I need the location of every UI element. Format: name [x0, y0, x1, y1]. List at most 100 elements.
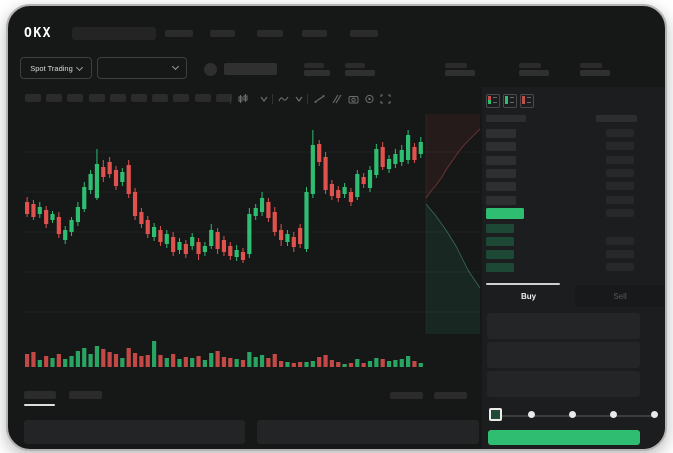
candle-body [266, 202, 271, 218]
last-price-highlight [486, 208, 524, 219]
timeframe-button-placeholder[interactable] [131, 94, 147, 102]
nav-item-placeholder[interactable] [210, 30, 235, 37]
volume-bar [272, 354, 277, 367]
candle-body [44, 210, 49, 224]
candle-body [183, 244, 188, 254]
candle-body [120, 172, 125, 182]
timeframe-button-placeholder[interactable] [152, 94, 169, 102]
bid-amount-placeholder [606, 250, 634, 258]
ticker-stat-value [580, 70, 610, 76]
timeframe-button-placeholder[interactable] [215, 94, 232, 102]
volume-bar [310, 361, 315, 367]
timeframe-button-placeholder[interactable] [25, 94, 41, 102]
depth-asks-area [426, 114, 480, 198]
slider-stop-dot[interactable] [569, 411, 576, 418]
volume-bar [120, 358, 125, 367]
ask-amount-placeholder [606, 129, 634, 137]
candle-body [25, 202, 30, 214]
volume-bar [202, 360, 207, 367]
volume-bar [215, 351, 220, 367]
volume-bar [221, 357, 227, 367]
bottom-action-placeholder[interactable] [390, 392, 423, 399]
volume-bar [348, 363, 354, 367]
candle-body [317, 144, 322, 162]
volume-bar [380, 359, 385, 367]
slider-stop-dot[interactable] [528, 411, 536, 418]
fullscreen-icon[interactable] [380, 94, 391, 104]
chevron-down-icon[interactable] [260, 94, 268, 104]
chevron-down-icon[interactable] [295, 94, 303, 104]
nav-item-placeholder[interactable] [350, 30, 378, 37]
buy-submit-button[interactable] [488, 430, 640, 445]
volume-bar [31, 352, 36, 367]
compare-icon[interactable] [331, 94, 342, 104]
orderbook-trade-panel: Buy Sell [482, 87, 665, 449]
market-type-dropdown[interactable]: Spot Trading [20, 57, 92, 79]
ticker-stat-label [304, 63, 324, 68]
timeframe-button-placeholder[interactable] [173, 94, 190, 102]
volume-bar [113, 354, 119, 367]
orderbook-view-bids-icon[interactable] [503, 94, 517, 108]
volume-bar [329, 360, 334, 367]
line-tool-icon[interactable] [314, 94, 325, 104]
nav-item-placeholder[interactable] [257, 30, 283, 37]
ticker-stat-value [345, 70, 375, 76]
orderbook-header-price [486, 115, 526, 122]
settings-icon[interactable] [364, 94, 375, 104]
timeframe-button-placeholder[interactable] [109, 94, 126, 102]
volume-bar [317, 357, 322, 367]
timeframe-button-placeholder[interactable] [194, 94, 211, 102]
tab-buy-label: Buy [520, 291, 537, 301]
volume-bar [323, 355, 328, 367]
timeframe-button-placeholder[interactable] [46, 94, 63, 102]
volume-bar [209, 353, 214, 367]
camera-icon[interactable] [348, 94, 359, 104]
total-input[interactable] [487, 371, 640, 397]
volume-bar [50, 358, 55, 367]
pair-selector-dropdown[interactable] [97, 57, 187, 79]
volume-bar [190, 358, 195, 367]
ask-price-placeholder [486, 195, 516, 205]
price-input[interactable] [487, 313, 640, 339]
slider-handle[interactable] [489, 408, 502, 421]
candle-body [31, 204, 36, 217]
timeframe-button-placeholder[interactable] [88, 94, 105, 102]
search-input[interactable] [72, 27, 156, 40]
ask-price-placeholder [486, 182, 516, 192]
slider-stop-dot[interactable] [609, 411, 617, 418]
candlestick-chart[interactable] [22, 112, 482, 374]
candle-body [50, 214, 55, 220]
tab-buy[interactable]: Buy [482, 285, 575, 307]
volume-bar [361, 363, 366, 367]
chevron-down-icon [75, 63, 83, 71]
orderbook-view-combined-icon[interactable] [486, 94, 500, 108]
volume-bar [44, 356, 49, 367]
volume-bar [171, 354, 176, 367]
volume-bar [164, 358, 169, 367]
candle-body [209, 230, 214, 246]
toolbar-divider [307, 94, 308, 104]
orderbook-scrollbar[interactable] [486, 283, 560, 285]
okx-logo: OKX [24, 26, 52, 41]
timeframe-button-placeholder[interactable] [67, 94, 84, 102]
volume-bar [367, 361, 373, 367]
candle-body [171, 237, 176, 252]
bottom-tab-placeholder[interactable] [69, 391, 102, 399]
bottom-action-placeholder[interactable] [434, 392, 467, 399]
chart-type-icon[interactable] [238, 94, 249, 104]
ticker-stat-label [519, 63, 541, 68]
trade-tabs: Buy Sell [482, 285, 665, 307]
amount-input[interactable] [487, 342, 640, 368]
bid-price-placeholder [486, 237, 514, 246]
ticker-stat-value [445, 70, 475, 76]
nav-item-placeholder[interactable] [165, 30, 193, 37]
volume-bar [177, 359, 182, 367]
slider-stop-dot[interactable] [650, 411, 658, 418]
tab-sell[interactable]: Sell [575, 285, 665, 307]
bottom-tab-placeholder[interactable] [24, 391, 56, 399]
nav-item-placeholder[interactable] [302, 30, 327, 37]
candle-body [126, 165, 131, 194]
indicators-icon[interactable] [278, 94, 289, 104]
bid-price-placeholder [486, 263, 514, 272]
orderbook-view-asks-icon[interactable] [520, 94, 534, 108]
